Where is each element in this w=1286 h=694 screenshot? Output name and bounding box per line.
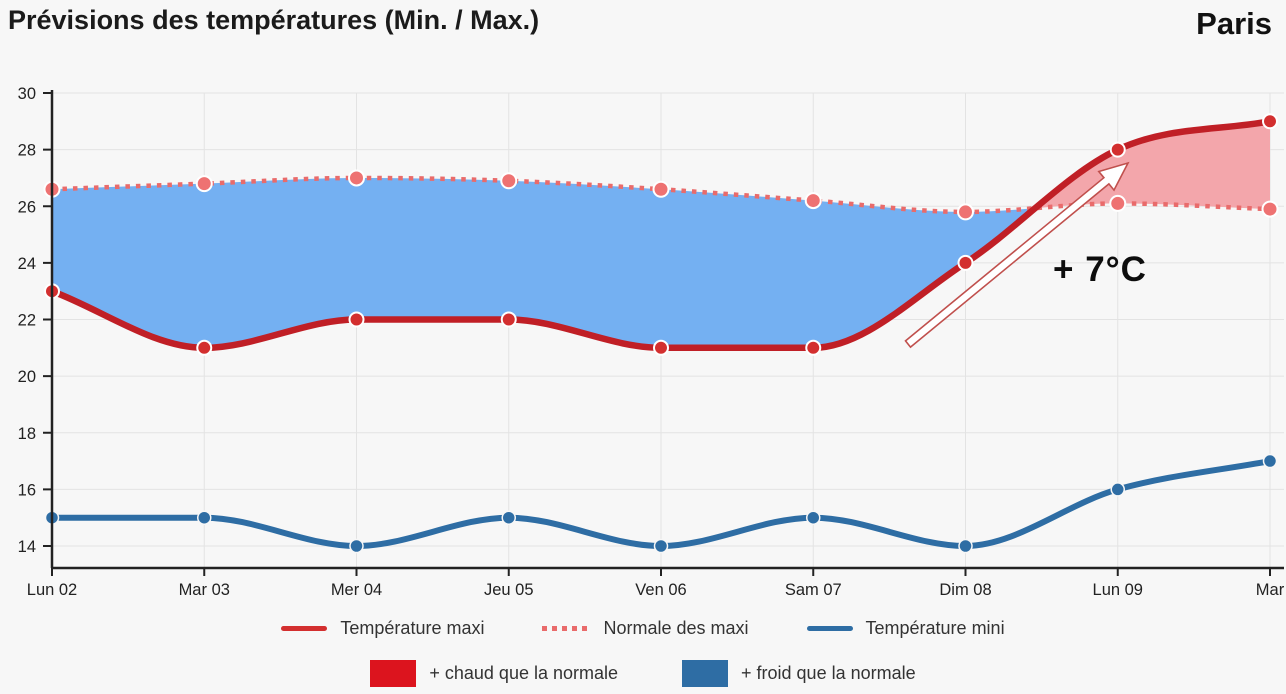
- normale-markers: [43, 169, 1279, 221]
- colder-swatch-icon: [682, 660, 729, 687]
- page-title: Prévisions des températures (Min. / Max.…: [8, 5, 540, 35]
- svg-text:Sam 07: Sam 07: [785, 581, 842, 599]
- maxi-markers: [44, 113, 1278, 356]
- mini-line-swatch-icon: [806, 626, 853, 631]
- svg-text:16: 16: [18, 481, 36, 499]
- svg-text:22: 22: [18, 312, 36, 330]
- trend-arrow-icon: [904, 161, 1130, 349]
- legend-label-maxi: Température maxi: [340, 618, 485, 638]
- svg-text:Mer 04: Mer 04: [331, 581, 382, 599]
- city-label: Paris: [1196, 6, 1272, 41]
- legend-label-colder: + froid que la normale: [741, 663, 916, 683]
- y-tick-labels: 14 16 18 20 22 24 26 28 30: [18, 85, 36, 556]
- svg-text:20: 20: [18, 368, 36, 386]
- svg-text:30: 30: [18, 85, 36, 103]
- legend-item-maxi: Température maxi: [281, 618, 484, 639]
- maxi-line-swatch-icon: [281, 626, 328, 631]
- svg-text:Lun 02: Lun 02: [27, 581, 77, 599]
- legend-item-normale: Normale des maxi: [542, 618, 749, 639]
- svg-text:Jeu 05: Jeu 05: [484, 581, 534, 599]
- svg-text:Lun 09: Lun 09: [1093, 581, 1143, 599]
- svg-text:24: 24: [18, 255, 36, 273]
- svg-text:18: 18: [18, 425, 36, 443]
- normale-dotted-swatch-icon: [542, 626, 591, 631]
- x-tick-labels: Lun 02 Mar 03 Mer 04 Jeu 05 Ven 06 Sam 07 Dim …: [27, 581, 1285, 599]
- legend-item-mini: Température mini: [806, 618, 1005, 639]
- axis-ticks: [43, 92, 1271, 576]
- svg-text:26: 26: [18, 198, 36, 216]
- svg-text:Mar 03: Mar 03: [179, 581, 230, 599]
- series-legend: Température maxi Normale des maxi Tempér…: [0, 618, 1286, 639]
- svg-text:28: 28: [18, 142, 36, 160]
- warmer-swatch-icon: [370, 660, 417, 687]
- delta-annotation: + 7°C: [1053, 250, 1147, 289]
- svg-text:Dim 08: Dim 08: [939, 581, 991, 599]
- legend-item-warmer: + chaud que la normale: [370, 660, 618, 687]
- temperature-chart: 14 16 18 20 22 24 26 28 30 Lun 02 Mar 03 Mer 04 Jeu …: [0, 80, 1286, 600]
- legend-label-normale: Normale des maxi: [603, 618, 749, 638]
- cold-fill-area: [52, 177, 1040, 348]
- svg-text:14: 14: [18, 538, 36, 556]
- legend-label-mini: Température mini: [865, 618, 1005, 638]
- legend-item-colder: + froid que la normale: [682, 660, 916, 687]
- svg-text:Ven 06: Ven 06: [635, 581, 686, 599]
- svg-text:Mar: Mar: [1256, 581, 1285, 599]
- fills-legend: + chaud que la normale + froid que la no…: [0, 660, 1286, 687]
- legend-label-warmer: + chaud que la normale: [429, 663, 619, 683]
- mini-markers: [44, 453, 1278, 554]
